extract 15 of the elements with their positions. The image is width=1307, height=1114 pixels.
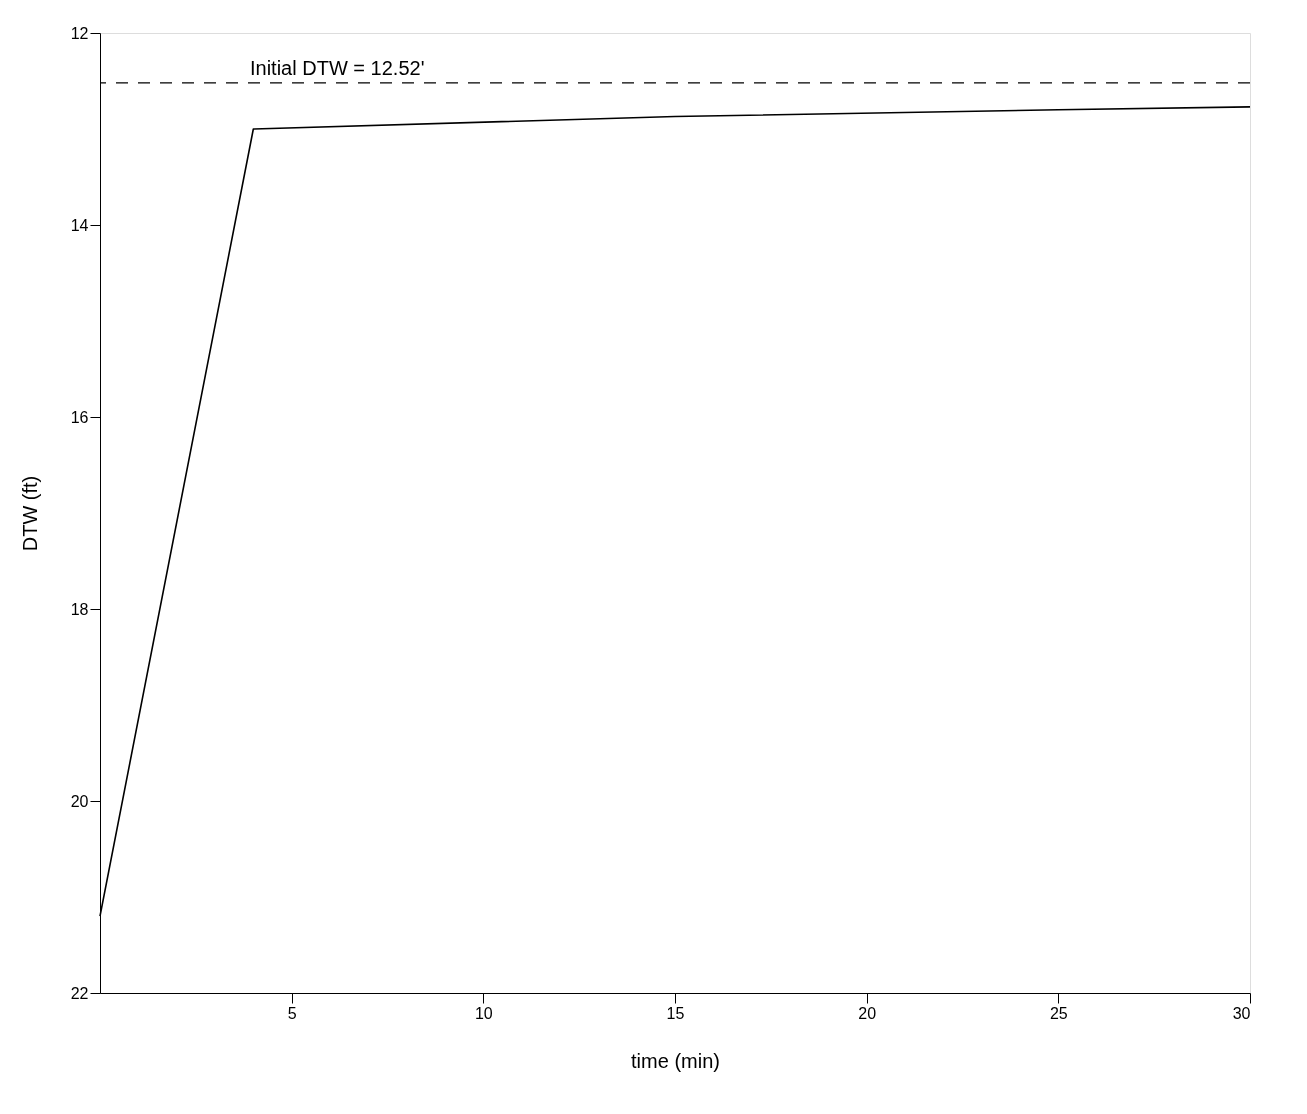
x-tick-label: 30 <box>1232 1004 1251 1022</box>
x-tick-label: 25 <box>1049 1004 1068 1022</box>
y-tick-label: 14 <box>70 216 89 234</box>
x-axis-title: time (min) <box>631 1049 720 1072</box>
x-tick-label: 15 <box>666 1004 685 1022</box>
y-tick-label: 22 <box>70 984 89 1002</box>
y-tick-label: 12 <box>70 24 89 42</box>
ref-line-label: Initial DTW = 12.52' <box>250 56 425 79</box>
y-tick-label: 20 <box>70 792 89 810</box>
x-tick-label: 5 <box>287 1004 297 1022</box>
y-tick-label: 18 <box>70 600 89 618</box>
x-tick-label: 20 <box>858 1004 877 1022</box>
y-axis-title: DTW (ft) <box>18 475 41 552</box>
x-tick-label: 10 <box>474 1004 493 1022</box>
y-tick-label: 16 <box>70 408 89 426</box>
